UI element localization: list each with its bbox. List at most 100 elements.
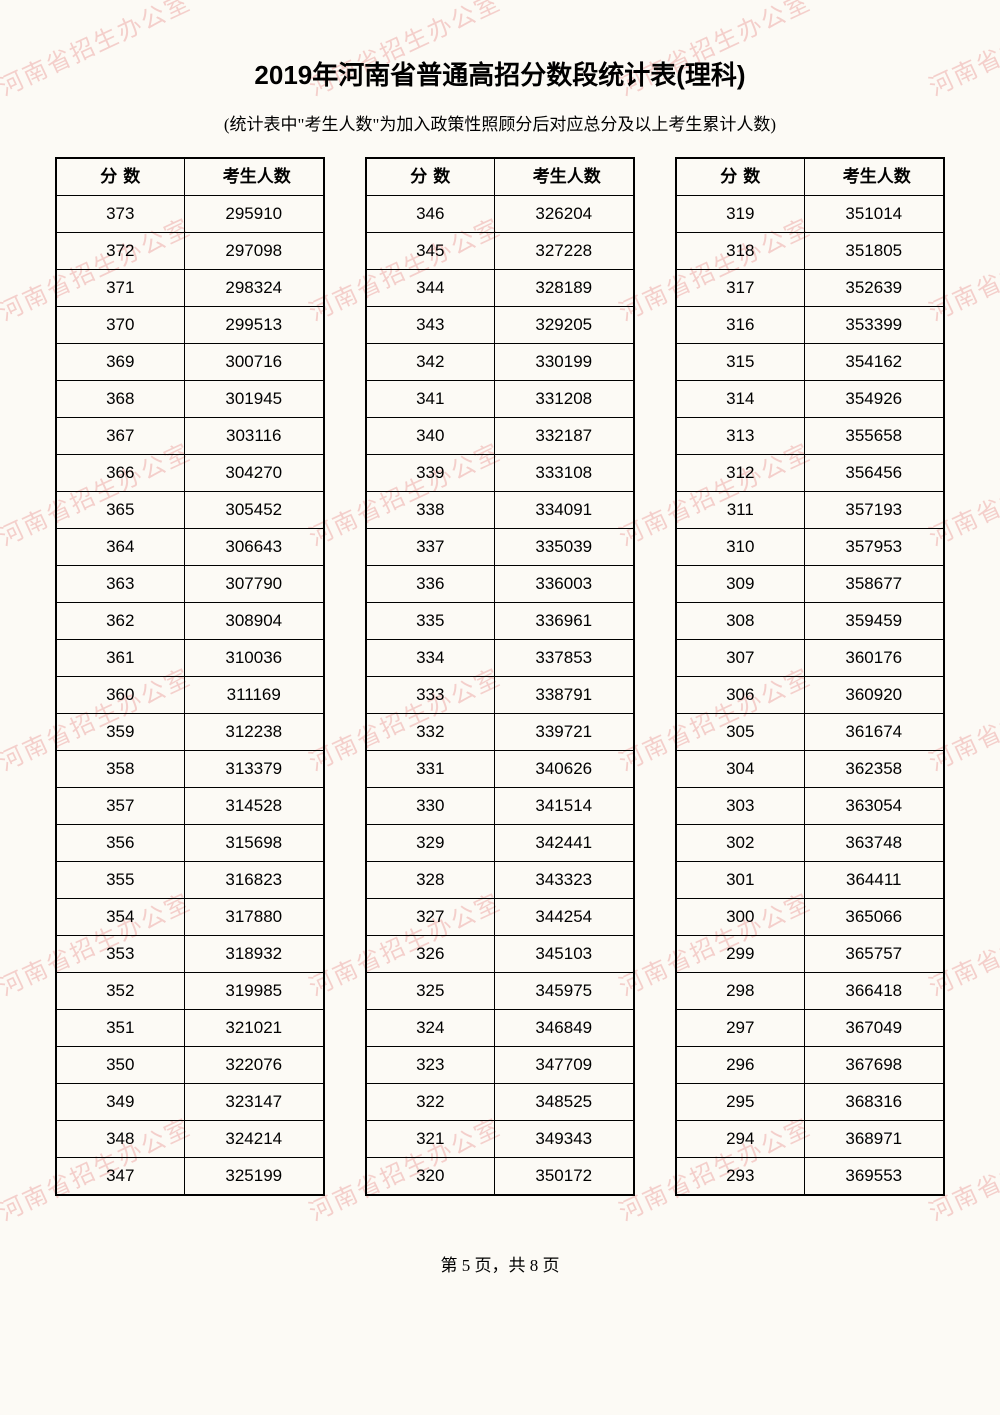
cell-count: 346849 <box>494 1010 634 1047</box>
cell-count: 361674 <box>804 714 944 751</box>
cell-score: 356 <box>56 825 184 862</box>
table-row: 298366418 <box>676 973 944 1010</box>
cell-score: 365 <box>56 492 184 529</box>
table-row: 307360176 <box>676 640 944 677</box>
table-row: 359312238 <box>56 714 324 751</box>
cell-count: 345975 <box>494 973 634 1010</box>
cell-count: 353399 <box>804 307 944 344</box>
table-row: 326345103 <box>366 936 634 973</box>
page-footer: 第 5 页，共 8 页 <box>0 1251 1000 1276</box>
table-row: 367303116 <box>56 418 324 455</box>
cell-count: 316823 <box>184 862 324 899</box>
cell-score: 346 <box>366 196 494 233</box>
table-row: 331340626 <box>366 751 634 788</box>
table-row: 302363748 <box>676 825 944 862</box>
cell-score: 330 <box>366 788 494 825</box>
table-row: 296367698 <box>676 1047 944 1084</box>
table-row: 300365066 <box>676 899 944 936</box>
cell-count: 369553 <box>804 1158 944 1196</box>
table-row: 304362358 <box>676 751 944 788</box>
cell-count: 351014 <box>804 196 944 233</box>
cell-count: 303116 <box>184 418 324 455</box>
cell-score: 322 <box>366 1084 494 1121</box>
cell-count: 351805 <box>804 233 944 270</box>
score-table-0: 分数考生人数3732959103722970983712983243702995… <box>55 157 325 1196</box>
cell-score: 359 <box>56 714 184 751</box>
cell-count: 354162 <box>804 344 944 381</box>
cell-score: 314 <box>676 381 804 418</box>
page-content: 2019年河南省普通高招分数段统计表(理科) (统计表中"考生人数"为加入政策性… <box>0 0 1000 1276</box>
cell-count: 343323 <box>494 862 634 899</box>
table-row: 368301945 <box>56 381 324 418</box>
cell-score: 340 <box>366 418 494 455</box>
table-row: 306360920 <box>676 677 944 714</box>
cell-score: 348 <box>56 1121 184 1158</box>
table-row: 364306643 <box>56 529 324 566</box>
cell-score: 321 <box>366 1121 494 1158</box>
cell-count: 330199 <box>494 344 634 381</box>
cell-count: 359459 <box>804 603 944 640</box>
table-row: 349323147 <box>56 1084 324 1121</box>
cell-score: 332 <box>366 714 494 751</box>
score-table-1: 分数考生人数3463262043453272283443281893433292… <box>365 157 635 1196</box>
table-row: 329342441 <box>366 825 634 862</box>
table-row: 344328189 <box>366 270 634 307</box>
cell-count: 308904 <box>184 603 324 640</box>
cell-score: 329 <box>366 825 494 862</box>
cell-count: 363054 <box>804 788 944 825</box>
cell-score: 327 <box>366 899 494 936</box>
cell-count: 356456 <box>804 455 944 492</box>
cell-count: 324214 <box>184 1121 324 1158</box>
cell-count: 362358 <box>804 751 944 788</box>
table-row: 323347709 <box>366 1047 634 1084</box>
table-row: 340332187 <box>366 418 634 455</box>
cell-score: 299 <box>676 936 804 973</box>
cell-score: 331 <box>366 751 494 788</box>
table-row: 362308904 <box>56 603 324 640</box>
score-table-2: 分数考生人数3193510143183518053173526393163533… <box>675 157 945 1196</box>
cell-count: 336961 <box>494 603 634 640</box>
cell-score: 317 <box>676 270 804 307</box>
cell-score: 325 <box>366 973 494 1010</box>
cell-score: 361 <box>56 640 184 677</box>
table-row: 334337853 <box>366 640 634 677</box>
table-row: 366304270 <box>56 455 324 492</box>
cell-score: 311 <box>676 492 804 529</box>
table-row: 373295910 <box>56 196 324 233</box>
cell-count: 323147 <box>184 1084 324 1121</box>
cell-score: 323 <box>366 1047 494 1084</box>
cell-score: 303 <box>676 788 804 825</box>
table-row: 327344254 <box>366 899 634 936</box>
cell-count: 347709 <box>494 1047 634 1084</box>
cell-count: 345103 <box>494 936 634 973</box>
table-row: 372297098 <box>56 233 324 270</box>
cell-count: 317880 <box>184 899 324 936</box>
cell-score: 316 <box>676 307 804 344</box>
table-row: 319351014 <box>676 196 944 233</box>
cell-count: 328189 <box>494 270 634 307</box>
cell-count: 366418 <box>804 973 944 1010</box>
cell-score: 343 <box>366 307 494 344</box>
cell-score: 294 <box>676 1121 804 1158</box>
table-header-row: 分数考生人数 <box>676 158 944 196</box>
table-row: 312356456 <box>676 455 944 492</box>
cell-count: 365066 <box>804 899 944 936</box>
cell-count: 322076 <box>184 1047 324 1084</box>
cell-score: 337 <box>366 529 494 566</box>
cell-count: 313379 <box>184 751 324 788</box>
cell-count: 357193 <box>804 492 944 529</box>
cell-count: 332187 <box>494 418 634 455</box>
header-score: 分数 <box>56 158 184 196</box>
table-header-row: 分数考生人数 <box>366 158 634 196</box>
cell-count: 295910 <box>184 196 324 233</box>
cell-count: 301945 <box>184 381 324 418</box>
cell-count: 307790 <box>184 566 324 603</box>
table-row: 346326204 <box>366 196 634 233</box>
cell-count: 299513 <box>184 307 324 344</box>
table-row: 339333108 <box>366 455 634 492</box>
table-row: 335336961 <box>366 603 634 640</box>
cell-count: 331208 <box>494 381 634 418</box>
table-row: 365305452 <box>56 492 324 529</box>
cell-score: 308 <box>676 603 804 640</box>
table-row: 342330199 <box>366 344 634 381</box>
